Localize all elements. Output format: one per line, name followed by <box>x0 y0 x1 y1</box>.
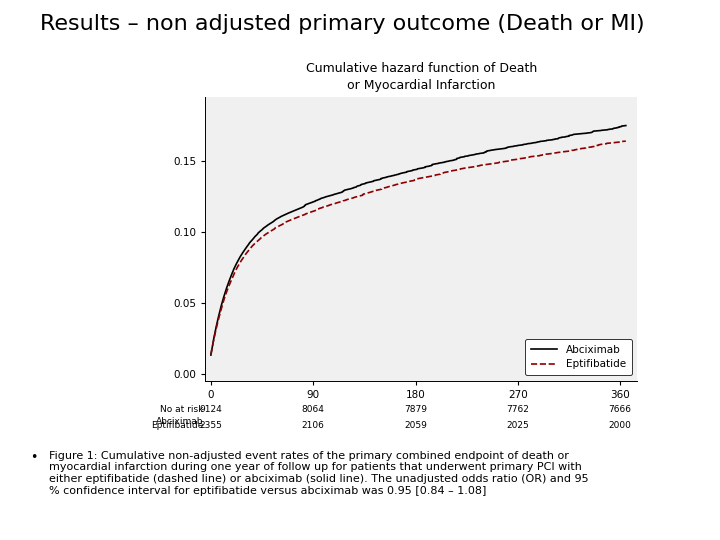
Abciximab <box>621 123 630 129</box>
Text: No at risk
Abciximab: No at risk Abciximab <box>156 405 203 427</box>
Text: 2355: 2355 <box>199 421 222 430</box>
Line: Eptifibatide: Eptifibatide <box>211 141 626 354</box>
Abciximab <box>228 270 236 276</box>
Eptifibatide <box>609 139 618 146</box>
Text: 2059: 2059 <box>404 421 427 430</box>
Text: Figure 1: Cumulative non-adjusted event rates of the primary combined endpoint o: Figure 1: Cumulative non-adjusted event … <box>49 451 588 496</box>
Eptifibatide <box>397 180 406 186</box>
Text: 2025: 2025 <box>506 421 529 430</box>
Eptifibatide <box>408 178 417 184</box>
Text: •: • <box>30 451 37 464</box>
Eptifibatide <box>534 153 542 159</box>
Text: Results – non adjusted primary outcome (Death or MI): Results – non adjusted primary outcome (… <box>40 14 644 33</box>
Eptifibatide <box>228 275 236 282</box>
Text: 7666: 7666 <box>608 405 631 414</box>
Text: Eptifibatide: Eptifibatide <box>150 421 203 430</box>
Text: 9124: 9124 <box>199 405 222 414</box>
Text: 7762: 7762 <box>506 405 529 414</box>
Abciximab <box>609 125 618 132</box>
Eptifibatide <box>609 139 618 146</box>
Abciximab <box>397 170 406 177</box>
Legend: Abciximab, Eptifibatide: Abciximab, Eptifibatide <box>525 339 632 375</box>
Abciximab <box>534 139 542 145</box>
Abciximab <box>408 167 417 173</box>
Eptifibatide <box>207 351 215 357</box>
Text: 2106: 2106 <box>302 421 325 430</box>
Eptifibatide <box>621 138 630 144</box>
Text: 8064: 8064 <box>302 405 325 414</box>
Title: Cumulative hazard function of Death
or Myocardial Infarction: Cumulative hazard function of Death or M… <box>305 62 537 92</box>
Abciximab <box>207 352 215 358</box>
Text: 7879: 7879 <box>404 405 427 414</box>
Abciximab <box>609 125 618 131</box>
Text: 2000: 2000 <box>608 421 631 430</box>
Line: Abciximab: Abciximab <box>211 126 626 355</box>
